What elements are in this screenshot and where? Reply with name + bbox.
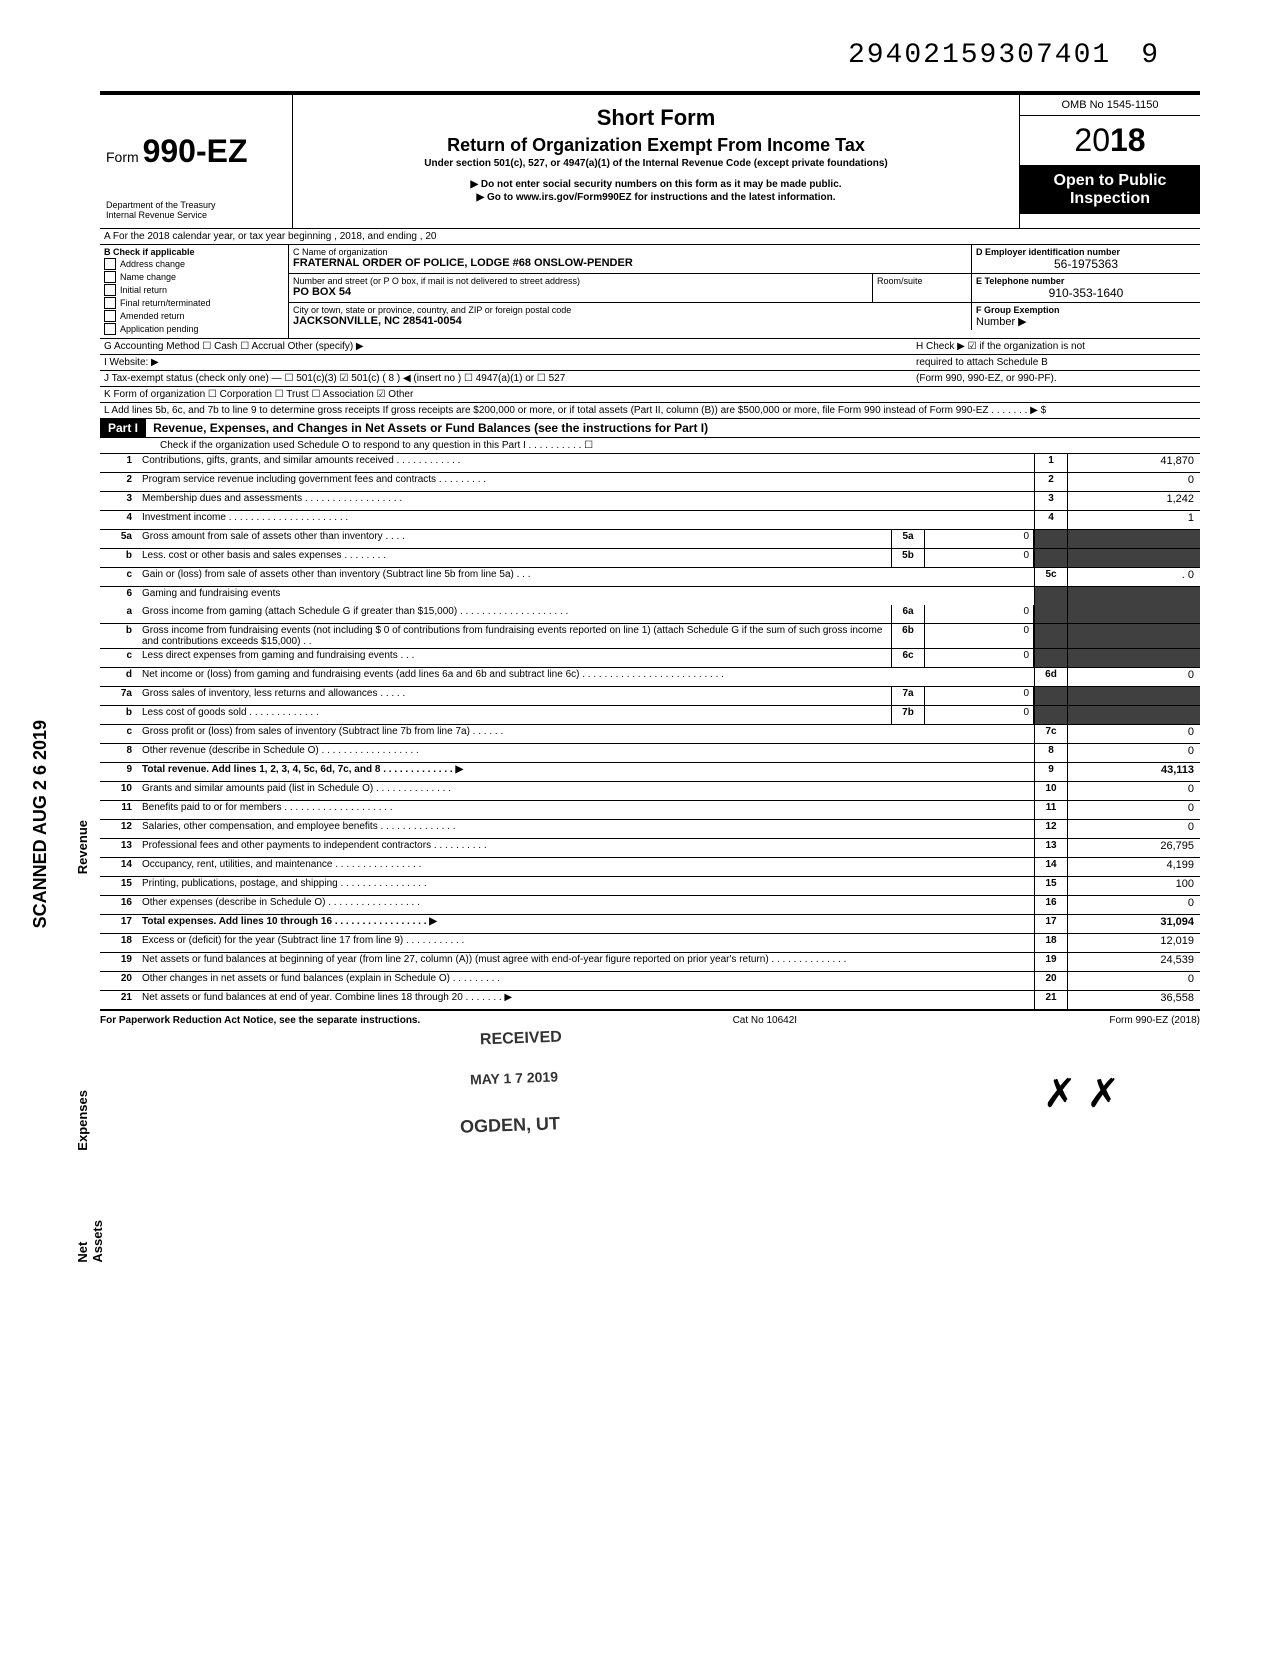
line-10: 10 Grants and similar amounts paid (list… <box>100 782 1200 801</box>
line-5c: c Gain or (loss) from sale of assets oth… <box>100 568 1200 587</box>
row-k-form-org: K Form of organization ☐ Corporation ☐ T… <box>100 387 1200 402</box>
line-5a: 5a Gross amount from sale of assets othe… <box>100 530 1200 549</box>
line-18: 18 Excess or (deficit) for the year (Sub… <box>100 934 1200 953</box>
document-number: 294021593074019 <box>100 40 1200 71</box>
line-6b: b Gross income from fundraising events (… <box>100 624 1200 649</box>
omb-number: OMB No 1545-1150 <box>1020 95 1200 116</box>
line-3: 3 Membership dues and assessments . . . … <box>100 492 1200 511</box>
row-j-tax-status: J Tax-exempt status (check only one) — ☐… <box>100 371 912 386</box>
row-h-check: H Check ▶ ☑ if the organization is not <box>912 339 1200 354</box>
form-title: Short Form <box>303 105 1009 131</box>
row-a-tax-year: A For the 2018 calendar year, or tax yea… <box>100 229 1200 245</box>
form-subtitle: Return of Organization Exempt From Incom… <box>303 135 1009 156</box>
line-2: 2 Program service revenue including gove… <box>100 473 1200 492</box>
row-g-accounting: G Accounting Method ☐ Cash ☐ Accrual Oth… <box>100 339 912 354</box>
line-7b: b Less cost of goods sold . . . . . . . … <box>100 706 1200 725</box>
line-12: 12 Salaries, other compensation, and emp… <box>100 820 1200 839</box>
line-20: 20 Other changes in net assets or fund b… <box>100 972 1200 991</box>
line-17: 17 Total expenses. Add lines 10 through … <box>100 915 1200 934</box>
scanned-stamp: SCANNED AUG 2 6 2019 <box>30 720 51 928</box>
line-15: 15 Printing, publications, postage, and … <box>100 877 1200 896</box>
expenses-section-label: Expenses <box>75 1090 90 1151</box>
page-footer: For Paperwork Reduction Act Notice, see … <box>100 1011 1200 1030</box>
open-public-badge: Open to Public Inspection <box>1020 166 1200 214</box>
net-assets-section-label: Net Assets <box>75 1220 105 1263</box>
line-5b: b Less. cost or other basis and sales ex… <box>100 549 1200 568</box>
line-13: 13 Professional fees and other payments … <box>100 839 1200 858</box>
tax-year: 2018 <box>1020 116 1200 166</box>
section-b-checkboxes: B Check if applicable Address change Nam… <box>100 245 289 338</box>
city-field: City or town, state or province, country… <box>289 303 971 330</box>
revenue-section-label: Revenue <box>75 820 90 874</box>
line-6d: d Net income or (loss) from gaming and f… <box>100 668 1200 687</box>
org-name-field: C Name of organization FRATERNAL ORDER O… <box>289 245 971 273</box>
line-14: 14 Occupancy, rent, utilities, and maint… <box>100 858 1200 877</box>
line-8: 8 Other revenue (describe in Schedule O)… <box>100 744 1200 763</box>
line-21: 21 Net assets or fund balances at end of… <box>100 991 1200 1011</box>
date-stamp: MAY 1 7 2019 <box>470 1068 558 1087</box>
group-exemption-field: F Group Exemption Number ▶ <box>971 303 1200 330</box>
form-header: Form 990-EZ Department of the Treasury I… <box>100 91 1200 229</box>
line-19: 19 Net assets or fund balances at beginn… <box>100 953 1200 972</box>
line-4: 4 Investment income . . . . . . . . . . … <box>100 511 1200 530</box>
room-field: Room/suite <box>872 274 971 302</box>
line-7a: 7a Gross sales of inventory, less return… <box>100 687 1200 706</box>
part-1-title: Revenue, Expenses, and Changes in Net As… <box>149 419 712 437</box>
part-1-check: Check if the organization used Schedule … <box>100 438 1200 454</box>
ein-field: D Employer identification number 56-1975… <box>971 245 1200 273</box>
phone-field: E Telephone number 910-353-1640 <box>971 274 1200 302</box>
line-16: 16 Other expenses (describe in Schedule … <box>100 896 1200 915</box>
line-11: 11 Benefits paid to or for members . . .… <box>100 801 1200 820</box>
line-7c: c Gross profit or (loss) from sales of i… <box>100 725 1200 744</box>
row-i-website: I Website: ▶ <box>100 355 912 370</box>
line-6a: a Gross income from gaming (attach Sched… <box>100 605 1200 624</box>
line-6c: c Less direct expenses from gaming and f… <box>100 649 1200 668</box>
row-h3: (Form 990, 990-EZ, or 990-PF). <box>912 371 1200 386</box>
received-stamp: RECEIVED <box>480 1029 562 1050</box>
line-1: 1 Contributions, gifts, grants, and simi… <box>100 454 1200 473</box>
part-1-header: Part I <box>100 419 146 437</box>
row-l-gross-receipts: L Add lines 5b, 6c, and 7b to line 9 to … <box>100 403 1200 419</box>
signature-mark: ✗ ✗ <box>100 1030 1200 1137</box>
row-h2: required to attach Schedule B <box>912 355 1200 370</box>
street-field: Number and street (or P O box, if mail i… <box>289 274 872 302</box>
line-9: 9 Total revenue. Add lines 1, 2, 3, 4, 5… <box>100 763 1200 782</box>
line-6: 6 Gaming and fundraising events <box>100 587 1200 605</box>
ogden-stamp: OGDEN, UT <box>460 1113 561 1137</box>
